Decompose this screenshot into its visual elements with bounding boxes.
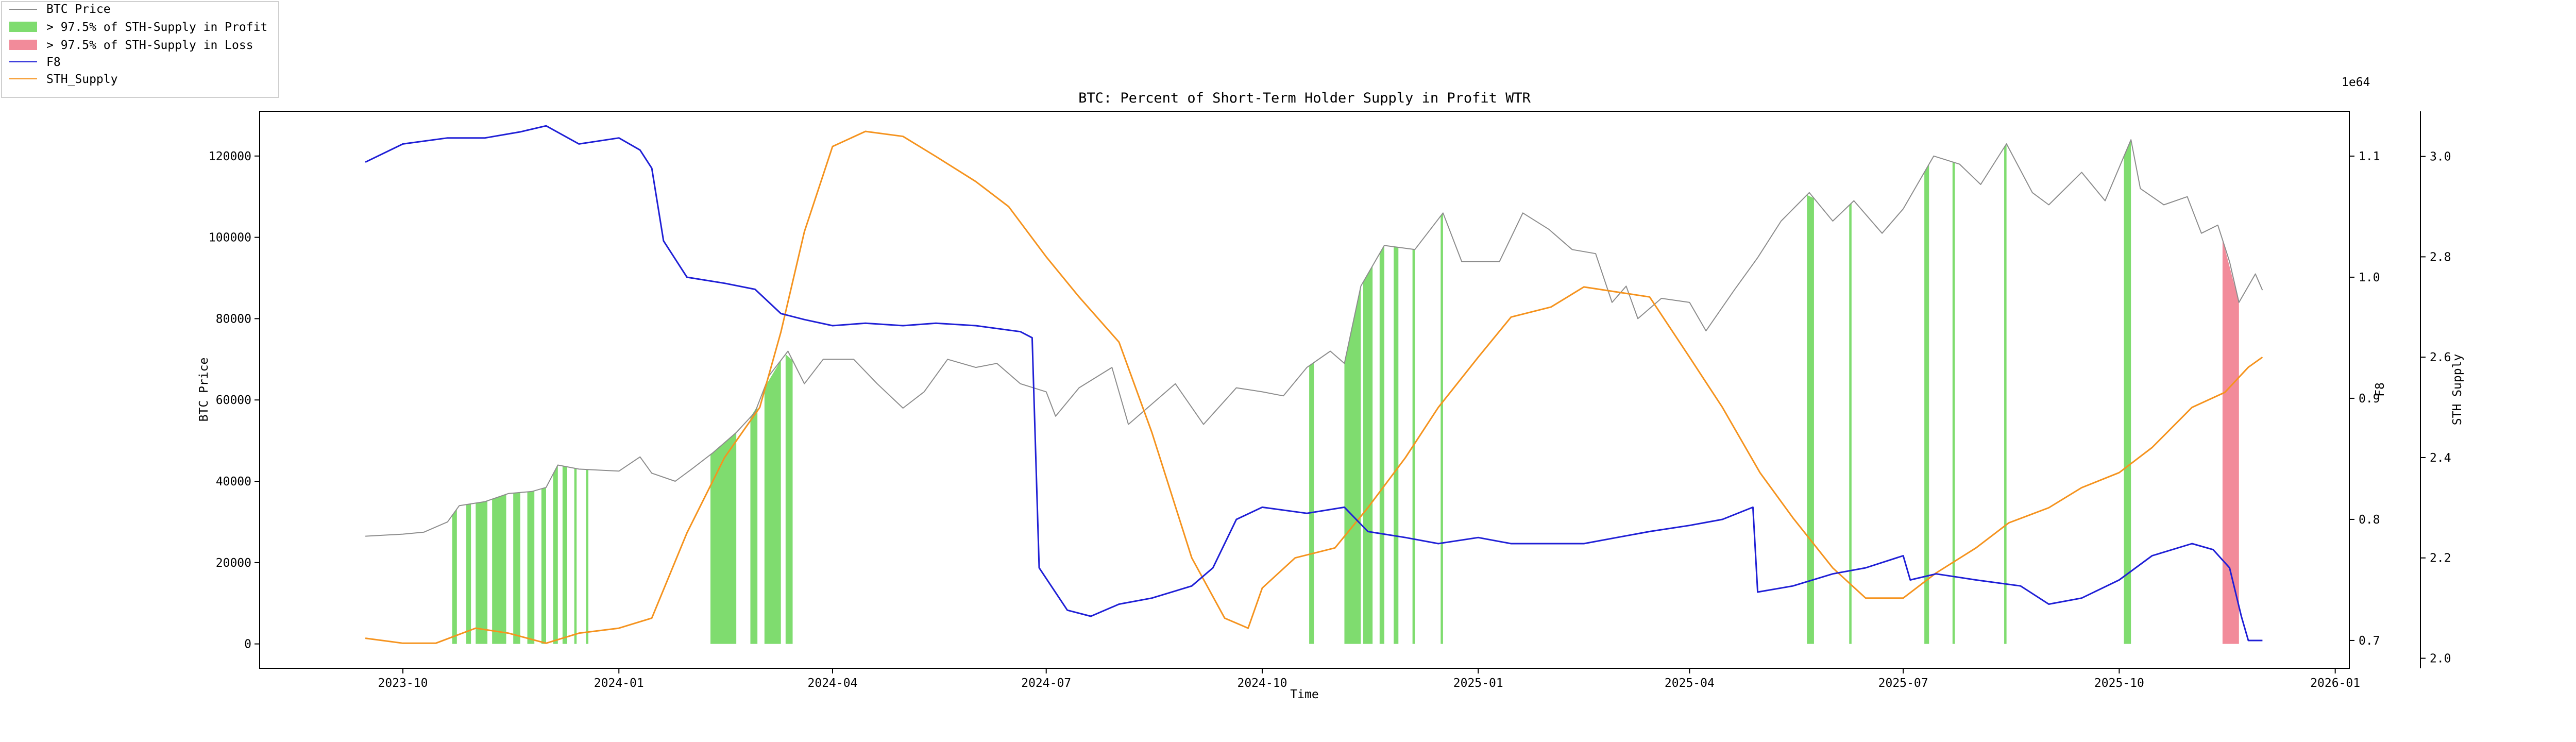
legend: BTC Price > 97.5% of STH-Supply in Profi… [1, 1, 279, 98]
profit-band [1363, 265, 1373, 644]
x-tick-label: 2024-01 [594, 677, 644, 690]
band-layer [452, 140, 2239, 644]
profit-band [541, 487, 546, 644]
profit-band [553, 465, 558, 644]
series-line-f8 [365, 125, 2263, 642]
legend-label-loss: > 97.5% of STH-Supply in Loss [46, 39, 253, 52]
profit-band [1344, 286, 1361, 644]
profit-band [1440, 213, 1443, 644]
profit-band [2004, 144, 2007, 644]
series-layer [365, 125, 2263, 644]
x-tick-label: 2025-01 [1453, 677, 1503, 690]
legend-swatch-loss [9, 40, 37, 50]
profit-band [466, 503, 471, 644]
right1-tick-label: 1.1 [2359, 150, 2380, 163]
y-tick-label: 20000 [216, 556, 251, 570]
legend-label-profit: > 97.5% of STH-Supply in Profit [46, 21, 267, 34]
plot-frame [259, 111, 2350, 669]
profit-band [764, 360, 781, 644]
y-tick-label: 60000 [216, 394, 251, 407]
profit-band [1952, 162, 1955, 644]
right2-tick-label: 2.4 [2430, 451, 2451, 465]
profit-band [1379, 245, 1384, 644]
profit-band [574, 468, 577, 644]
profit-band [476, 500, 488, 644]
y-tick-label: 100000 [209, 231, 251, 245]
profit-band [1394, 246, 1399, 644]
profit-band [452, 509, 457, 644]
right2-tick-label: 2.8 [2430, 250, 2451, 264]
profit-band [2124, 140, 2131, 644]
profit-band [1849, 203, 1852, 644]
profit-band [1807, 195, 1814, 644]
legend-frame [1, 1, 279, 98]
y-tick-label: 0 [244, 638, 251, 651]
profit-band [527, 491, 535, 644]
x-tick-label: 2025-10 [2094, 677, 2144, 690]
y-axis-label: BTC Price [197, 358, 211, 422]
legend-swatch-profit [9, 22, 37, 32]
profit-band [1412, 249, 1415, 644]
right2-tick-label: 2.6 [2430, 351, 2451, 364]
right1-tick-label: 0.7 [2359, 634, 2380, 648]
right2-axis-label: STH Supply [2451, 354, 2464, 425]
profit-band [710, 432, 737, 644]
loss-band [2222, 240, 2239, 644]
axes-layer: 2023-10 2024-01 2024-04 2024-07 2024-10 2025-… [209, 150, 2451, 690]
profit-band [513, 492, 520, 644]
x-tick-label: 2026-01 [2310, 677, 2360, 690]
x-tick-label: 2023-10 [378, 677, 428, 690]
right1-tick-label: 0.8 [2359, 513, 2380, 527]
right1-tick-label: 1.0 [2359, 271, 2380, 284]
profit-band [492, 494, 506, 644]
legend-label-sth-supply: STH_Supply [46, 73, 117, 86]
right2-tick-label: 2.0 [2430, 652, 2451, 666]
right2-tick-label: 3.0 [2430, 150, 2451, 164]
legend-label-btc-price: BTC Price [46, 3, 111, 16]
x-tick-label: 2024-07 [1021, 677, 1071, 690]
profit-band [785, 354, 793, 644]
right1-axis-label: F8 [2374, 382, 2387, 397]
profit-band [586, 469, 589, 644]
profit-band [1309, 362, 1314, 644]
x-tick-label: 2025-07 [1878, 677, 1928, 690]
chart-title: BTC: Percent of Short-Term Holder Supply… [1078, 90, 1531, 106]
profit-band [562, 466, 568, 644]
x-tick-label: 2024-10 [1237, 677, 1287, 690]
y-tick-label: 40000 [216, 475, 251, 488]
x-tick-label: 2025-04 [1665, 677, 1715, 690]
x-tick-label: 2024-04 [808, 677, 858, 690]
right2-axis-offset: 1e64 [2342, 76, 2370, 89]
series-line-sth-supply [365, 130, 2263, 644]
series-line-btc-price [365, 139, 2263, 537]
right1-tick-label: 0.9 [2359, 392, 2380, 406]
legend-label-f8: F8 [46, 56, 61, 69]
profit-band [750, 406, 758, 644]
y-tick-label: 80000 [216, 312, 251, 326]
y-tick-label: 120000 [209, 150, 251, 163]
x-axis-label: Time [1290, 688, 1318, 701]
right2-tick-label: 2.2 [2430, 552, 2451, 565]
profit-band [1924, 164, 1929, 644]
